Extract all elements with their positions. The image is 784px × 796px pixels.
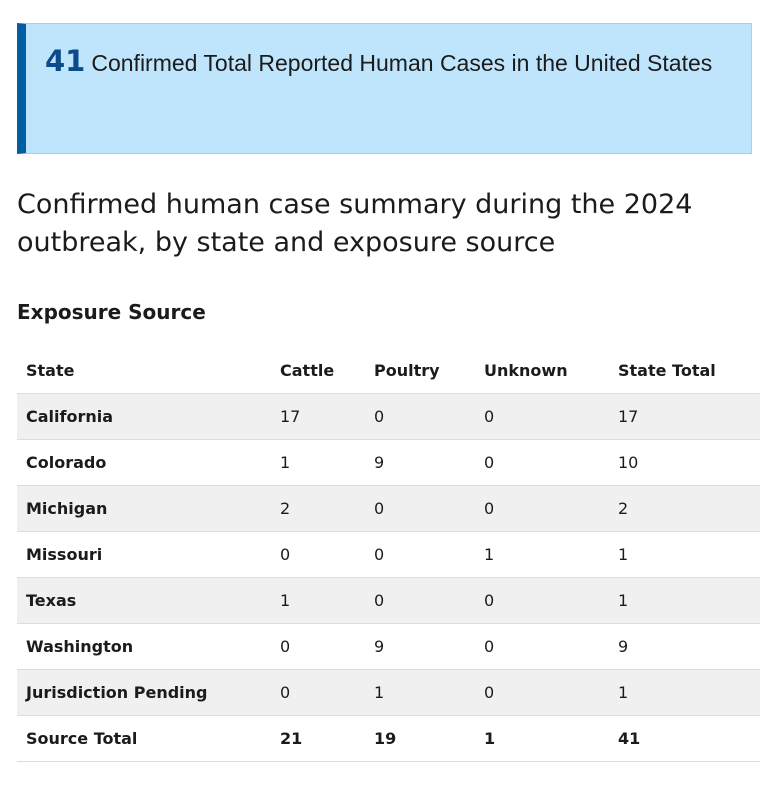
section-title: Exposure Source bbox=[17, 300, 206, 324]
unknown-cell: 0 bbox=[475, 669, 609, 716]
unknown-cell: 0 bbox=[475, 439, 609, 486]
cattle-cell: 1 bbox=[271, 439, 365, 486]
state-cell: Missouri bbox=[17, 531, 271, 578]
state-cell: California bbox=[17, 393, 271, 440]
cattle-cell: 0 bbox=[271, 623, 365, 670]
table-row: California 17 0 0 17 bbox=[17, 393, 760, 440]
column-header-cattle: Cattle bbox=[271, 348, 365, 394]
column-header-poultry: Poultry bbox=[365, 348, 475, 394]
case-count-label: Confirmed Total Reported Human Cases in … bbox=[91, 50, 713, 76]
table-row: Missouri 0 0 1 1 bbox=[17, 531, 760, 578]
state-cell: Michigan bbox=[17, 485, 271, 532]
unknown-cell: 0 bbox=[475, 577, 609, 624]
unknown-cell: 0 bbox=[475, 485, 609, 532]
case-count-callout: 41 Confirmed Total Reported Human Cases i… bbox=[17, 23, 752, 154]
table-row: Jurisdiction Pending 0 1 0 1 bbox=[17, 669, 760, 716]
callout-line: 41 Confirmed Total Reported Human Cases i… bbox=[45, 44, 712, 78]
case-summary-table: State Cattle Poultry Unknown State Total… bbox=[17, 348, 760, 762]
unknown-cell: 0 bbox=[475, 393, 609, 440]
state-total-cell: 1 bbox=[609, 669, 760, 716]
cattle-cell: 0 bbox=[271, 531, 365, 578]
unknown-cell: 0 bbox=[475, 623, 609, 670]
poultry-cell: 9 bbox=[365, 623, 475, 670]
cattle-total-cell: 21 bbox=[271, 715, 365, 762]
cattle-cell: 1 bbox=[271, 577, 365, 624]
state-total-cell: 9 bbox=[609, 623, 760, 670]
state-cell: Washington bbox=[17, 623, 271, 670]
cattle-cell: 0 bbox=[271, 669, 365, 716]
source-total-row: Source Total 21 19 1 41 bbox=[17, 715, 760, 762]
state-cell: Texas bbox=[17, 577, 271, 624]
column-header-state-total: State Total bbox=[609, 348, 760, 394]
state-total-cell: 1 bbox=[609, 531, 760, 578]
state-cell: Colorado bbox=[17, 439, 271, 486]
case-count-number: 41 bbox=[45, 44, 86, 78]
table-row: Texas 1 0 0 1 bbox=[17, 577, 760, 624]
poultry-cell: 0 bbox=[365, 485, 475, 532]
column-header-unknown: Unknown bbox=[475, 348, 609, 394]
table-row: Michigan 2 0 0 2 bbox=[17, 485, 760, 532]
cattle-cell: 2 bbox=[271, 485, 365, 532]
cattle-cell: 17 bbox=[271, 393, 365, 440]
state-total-cell: 1 bbox=[609, 577, 760, 624]
poultry-total-cell: 19 bbox=[365, 715, 475, 762]
poultry-cell: 0 bbox=[365, 577, 475, 624]
unknown-cell: 1 bbox=[475, 531, 609, 578]
unknown-total-cell: 1 bbox=[475, 715, 609, 762]
state-total-cell: 2 bbox=[609, 485, 760, 532]
source-total-label: Source Total bbox=[17, 715, 271, 762]
state-total-cell: 17 bbox=[609, 393, 760, 440]
grand-total-cell: 41 bbox=[609, 715, 760, 762]
state-total-cell: 10 bbox=[609, 439, 760, 486]
state-cell: Jurisdiction Pending bbox=[17, 669, 271, 716]
column-header-state: State bbox=[17, 348, 271, 394]
page-title: Confirmed human case summary during the … bbox=[17, 189, 693, 258]
table-row: Colorado 1 9 0 10 bbox=[17, 439, 760, 486]
table-header-row: State Cattle Poultry Unknown State Total bbox=[17, 348, 760, 394]
poultry-cell: 9 bbox=[365, 439, 475, 486]
poultry-cell: 0 bbox=[365, 531, 475, 578]
table-row: Washington 0 9 0 9 bbox=[17, 623, 760, 670]
poultry-cell: 0 bbox=[365, 393, 475, 440]
poultry-cell: 1 bbox=[365, 669, 475, 716]
